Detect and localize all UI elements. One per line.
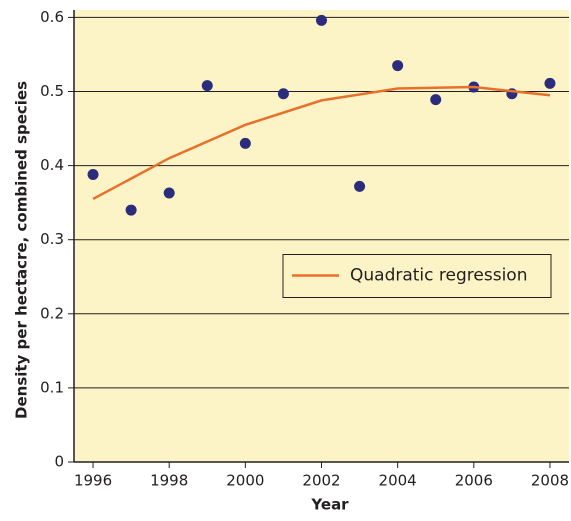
data-point: [201, 80, 213, 92]
x-tick-label: 2008: [531, 472, 569, 490]
data-point: [430, 94, 442, 106]
y-tick-label: 0.6: [40, 8, 64, 26]
x-tick-label: 2000: [226, 472, 264, 490]
y-tick-label: 0.5: [40, 82, 64, 100]
data-point: [544, 77, 556, 89]
y-axis-label: Density per hectacre, combined species: [13, 81, 31, 419]
data-point: [316, 14, 327, 26]
data-point: [239, 137, 251, 149]
data-point: [277, 88, 289, 100]
x-tick-label: 2004: [379, 472, 417, 490]
data-point: [354, 180, 366, 192]
y-tick-label: 0: [54, 453, 64, 471]
regression-line: [92, 85, 551, 201]
plot-background: [74, 10, 569, 462]
data-point: [163, 187, 175, 199]
x-axis-label: Year: [310, 496, 349, 514]
legend-box: [282, 254, 552, 298]
y-tick-label: 0.3: [40, 230, 64, 248]
y-tick-label: 0.1: [40, 378, 64, 396]
data-point: [87, 168, 99, 180]
x-tick-label: 2006: [455, 472, 493, 490]
y-tick-label: 0.2: [40, 304, 64, 322]
x-tick-label: 2002: [302, 472, 340, 490]
data-point: [392, 60, 404, 72]
legend-label: Quadratic regression: [350, 266, 527, 286]
data-point: [125, 204, 137, 216]
y-tick-label: 0.4: [40, 156, 64, 174]
x-tick-label: 1998: [150, 472, 188, 490]
x-tick-label: 1996: [74, 472, 112, 490]
